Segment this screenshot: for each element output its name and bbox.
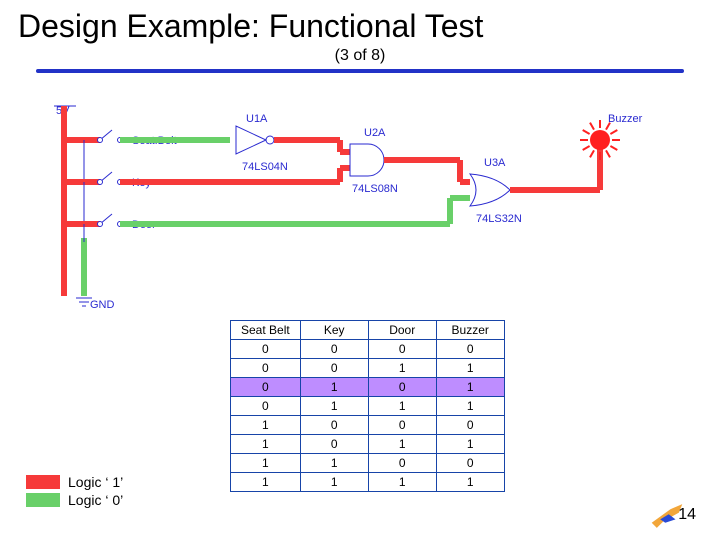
svg-text:74LS32N: 74LS32N: [476, 213, 522, 225]
cell: 1: [231, 454, 301, 473]
cell: 0: [368, 340, 436, 359]
table-row: 0101: [231, 378, 505, 397]
cell: 0: [368, 416, 436, 435]
cell: 0: [231, 397, 301, 416]
cell: 1: [368, 435, 436, 454]
cell: 0: [368, 378, 436, 397]
truth-table-header: Seat BeltKeyDoorBuzzer: [231, 321, 505, 340]
page-number: 14: [678, 506, 696, 524]
cell: 1: [300, 378, 368, 397]
table-row: 0111: [231, 397, 505, 416]
cell: 1: [231, 473, 301, 492]
cell: 0: [300, 435, 368, 454]
cell: 1: [436, 473, 504, 492]
legend-item: Logic ‘ 0’: [26, 492, 123, 508]
svg-text:GND: GND: [90, 299, 115, 310]
table-row: 1100: [231, 454, 505, 473]
col-header: Buzzer: [436, 321, 504, 340]
legend-swatch: [26, 493, 60, 507]
legend: Logic ‘ 1’ Logic ‘ 0’: [26, 474, 123, 510]
cell: 1: [436, 359, 504, 378]
legend-item: Logic ‘ 1’: [26, 474, 123, 490]
cell: 1: [436, 378, 504, 397]
title-rule: [36, 69, 684, 73]
cell: 1: [300, 473, 368, 492]
svg-text:74LS08N: 74LS08N: [352, 183, 398, 195]
circuit-diagram: 5VGNDSeat.BeltKeyDoorU1A74LS04NU2A74LS08…: [40, 100, 680, 310]
col-header: Key: [300, 321, 368, 340]
cell: 0: [231, 340, 301, 359]
page-title: Design Example: Functional Test: [0, 0, 720, 45]
svg-text:U1A: U1A: [246, 113, 268, 125]
legend-label: Logic ‘ 1’: [68, 474, 123, 490]
legend-swatch: [26, 475, 60, 489]
cell: 1: [368, 359, 436, 378]
table-row: 0011: [231, 359, 505, 378]
table-row: 1000: [231, 416, 505, 435]
cell: 0: [231, 359, 301, 378]
svg-text:74LS04N: 74LS04N: [242, 161, 288, 173]
table-row: 0000: [231, 340, 505, 359]
truth-table: Seat BeltKeyDoorBuzzer 00000011010101111…: [230, 320, 505, 492]
cell: 0: [436, 416, 504, 435]
cell: 0: [300, 359, 368, 378]
col-header: Seat Belt: [231, 321, 301, 340]
truth-table-body: 00000011010101111000101111001111: [231, 340, 505, 492]
svg-text:Buzzer: Buzzer: [608, 113, 643, 125]
cell: 0: [436, 340, 504, 359]
cell: 1: [436, 435, 504, 454]
legend-label: Logic ‘ 0’: [68, 492, 123, 508]
cell: 1: [436, 397, 504, 416]
cell: 1: [231, 435, 301, 454]
col-header: Door: [368, 321, 436, 340]
cell: 0: [300, 416, 368, 435]
cell: 0: [368, 454, 436, 473]
cell: 0: [300, 340, 368, 359]
cell: 1: [368, 473, 436, 492]
cell: 1: [368, 397, 436, 416]
table-row: 1111: [231, 473, 505, 492]
page-subtitle: (3 of 8): [0, 47, 720, 65]
cell: 1: [300, 397, 368, 416]
cell: 1: [300, 454, 368, 473]
svg-text:U3A: U3A: [484, 157, 506, 169]
table-row: 1011: [231, 435, 505, 454]
cell: 1: [231, 416, 301, 435]
svg-text:U2A: U2A: [364, 127, 386, 139]
cell: 0: [231, 378, 301, 397]
cell: 0: [436, 454, 504, 473]
